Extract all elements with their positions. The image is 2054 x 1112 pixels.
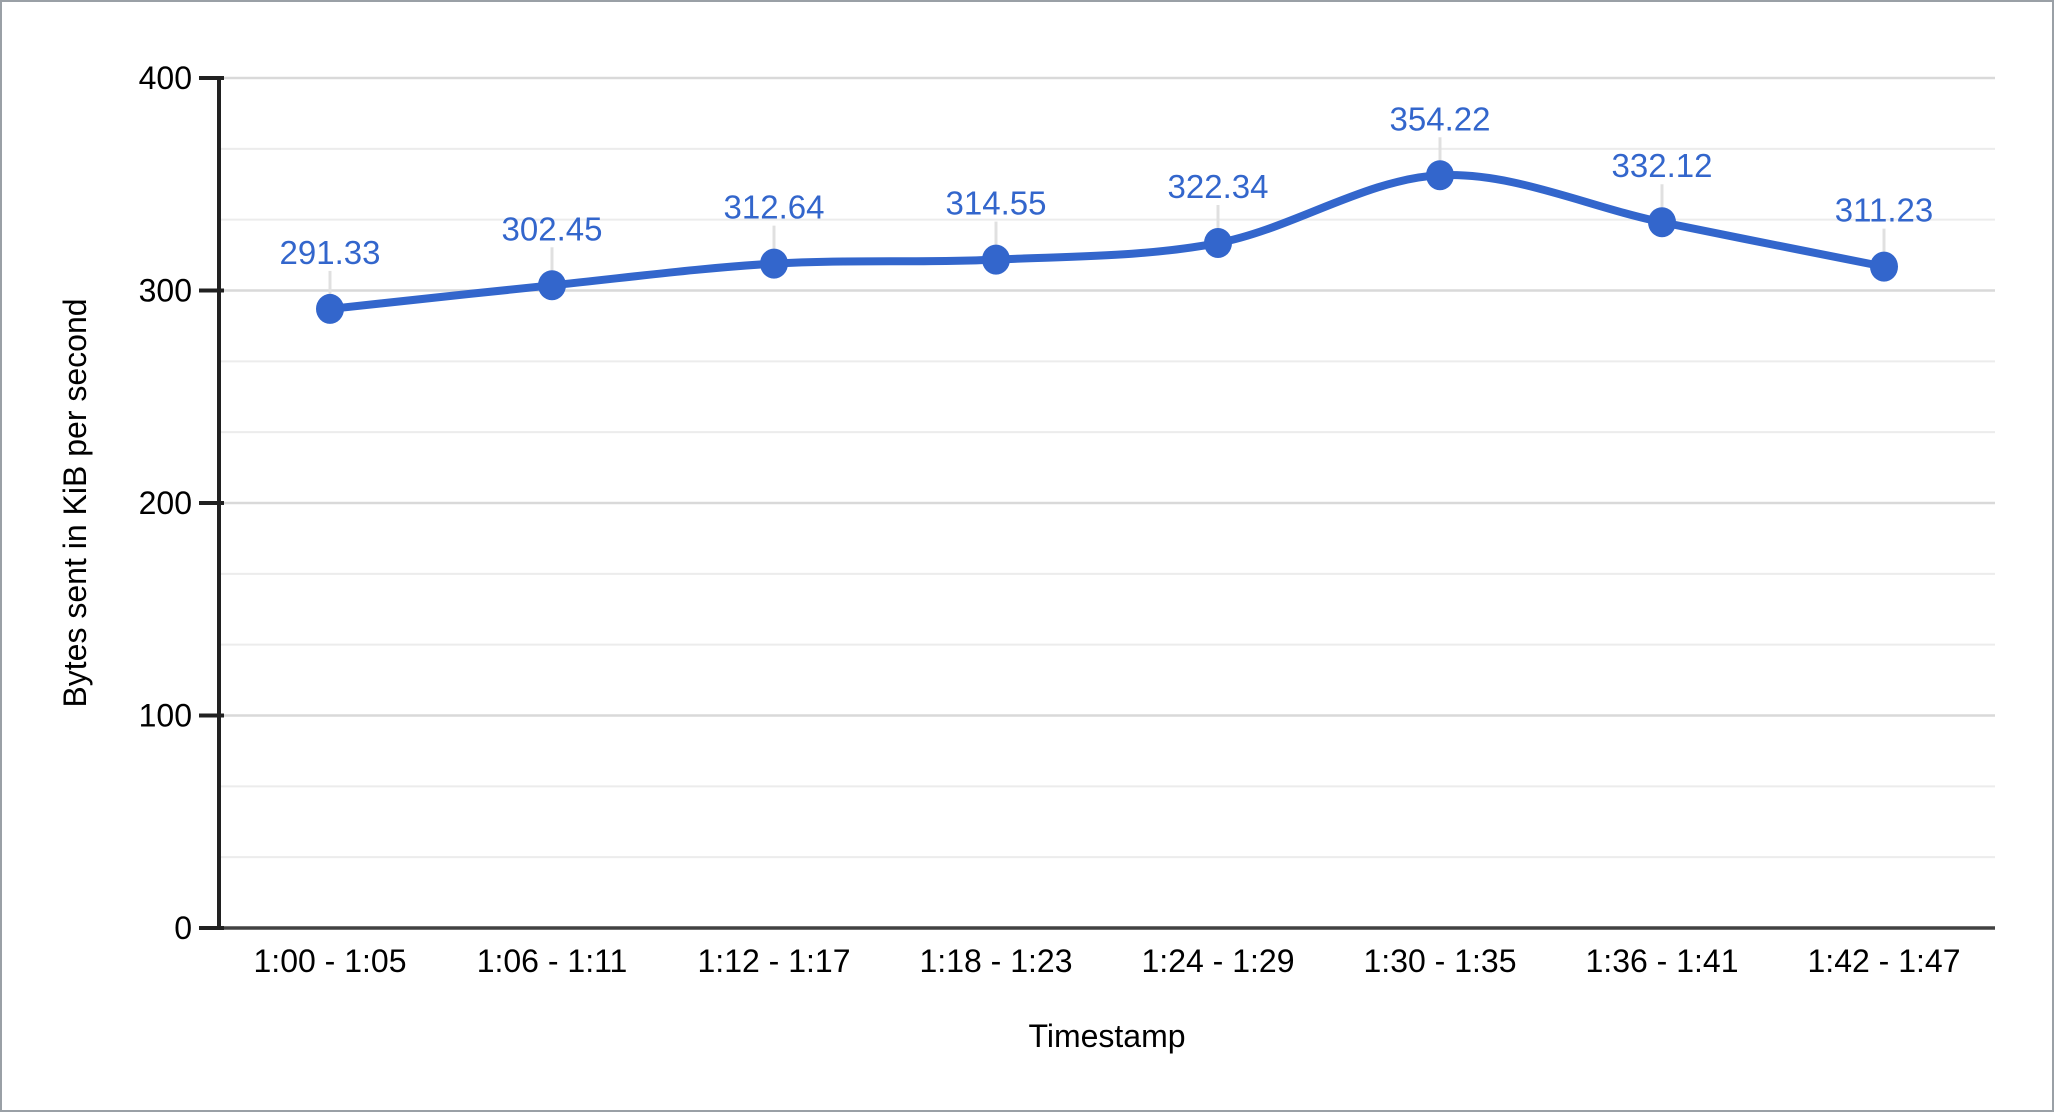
x-tick-label: 1:24 - 1:29 (1142, 943, 1295, 979)
data-point-label: 322.34 (1168, 168, 1269, 205)
x-tick-label: 1:12 - 1:17 (698, 943, 851, 979)
data-point-label: 291.33 (280, 234, 381, 271)
data-point-marker (1870, 251, 1898, 282)
data-point-marker (538, 270, 566, 301)
data-point-label: 332.12 (1612, 147, 1713, 184)
y-tick-label: 0 (174, 910, 192, 946)
y-axis-title: Bytes sent in KiB per second (57, 298, 93, 708)
data-point-marker (760, 248, 788, 279)
x-tick-label: 1:06 - 1:11 (477, 943, 628, 979)
y-tick-label: 300 (139, 273, 192, 309)
x-tick-label: 1:36 - 1:41 (1586, 943, 1739, 979)
series-line (326, 171, 1888, 313)
data-point-label: 311.23 (1835, 192, 1933, 229)
y-tick-label: 200 (139, 485, 192, 521)
x-tick-label: 1:30 - 1:35 (1364, 943, 1517, 979)
x-axis-title: Timestamp (1028, 1018, 1186, 1054)
data-point-marker (316, 293, 344, 324)
data-point-label: 302.45 (502, 210, 603, 247)
data-point-marker (1426, 160, 1454, 191)
x-tick-label: 1:18 - 1:23 (920, 943, 1073, 979)
y-tick-label: 400 (139, 60, 192, 96)
x-tick-label: 1:00 - 1:05 (254, 943, 407, 979)
y-tick-label: 100 (139, 698, 192, 734)
data-point-label: 312.64 (724, 189, 825, 226)
data-point-marker (1648, 207, 1676, 238)
data-point-label: 314.55 (946, 185, 1047, 222)
data-point-label: 354.22 (1390, 100, 1491, 137)
data-point-marker (1204, 228, 1232, 259)
data-point-marker (982, 244, 1010, 275)
x-tick-label: 1:42 - 1:47 (1808, 943, 1961, 979)
